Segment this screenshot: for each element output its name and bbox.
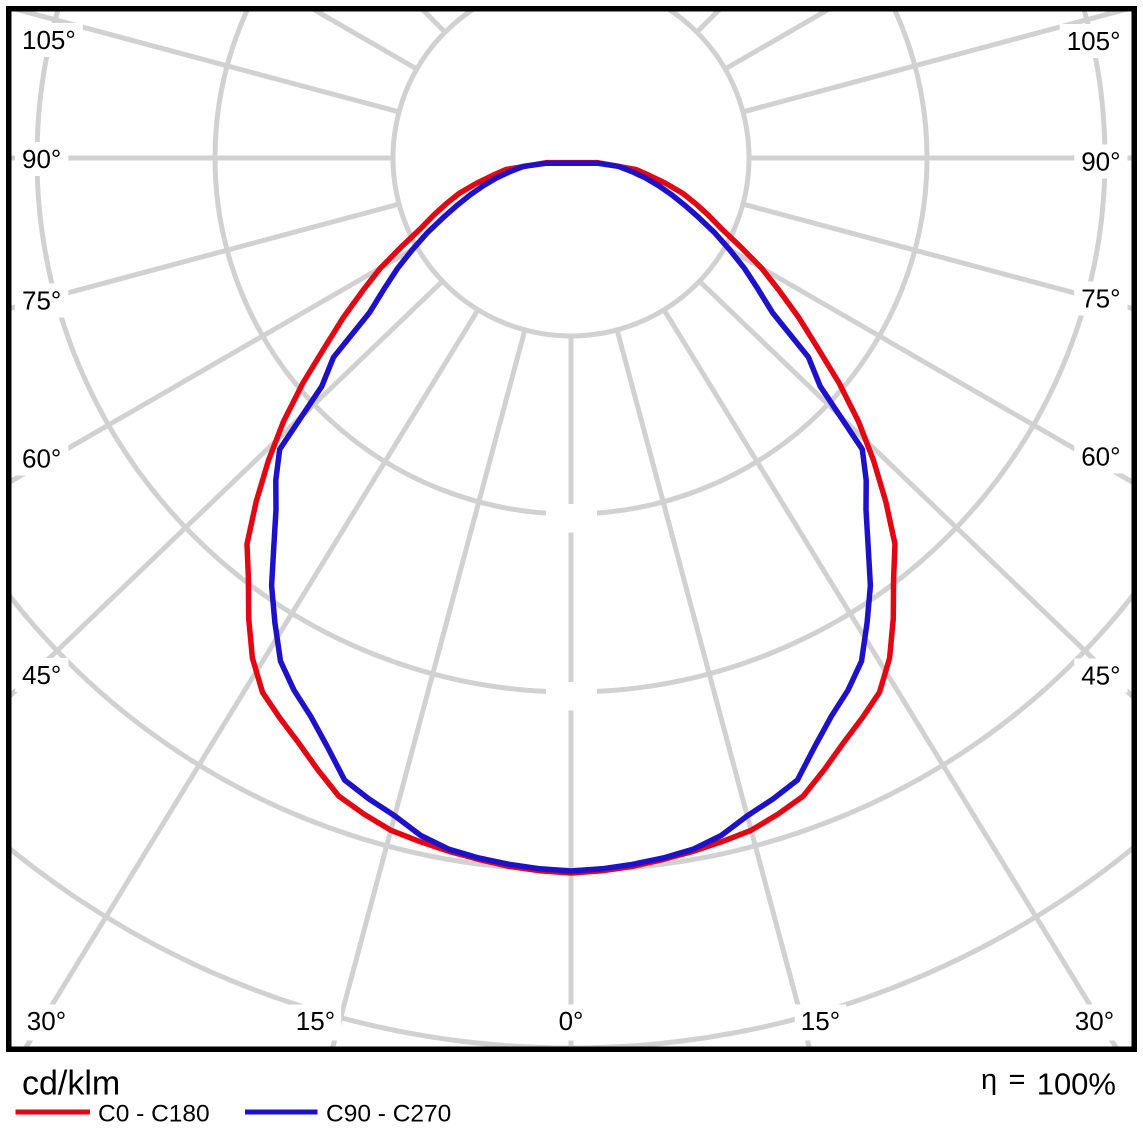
svg-text:45°: 45° bbox=[22, 660, 61, 690]
svg-text:105°: 105° bbox=[22, 25, 76, 55]
svg-text:15°: 15° bbox=[801, 1006, 840, 1036]
svg-text:cd/klm: cd/klm bbox=[22, 1065, 120, 1103]
svg-text:90°: 90° bbox=[22, 144, 61, 174]
svg-text:=: = bbox=[1009, 1064, 1026, 1096]
svg-text:75°: 75° bbox=[1081, 284, 1120, 314]
svg-text:η: η bbox=[981, 1064, 997, 1096]
svg-text:60°: 60° bbox=[22, 444, 61, 474]
svg-text:C0 - C180: C0 - C180 bbox=[98, 1101, 210, 1128]
svg-text:75°: 75° bbox=[22, 286, 61, 316]
svg-text:60°: 60° bbox=[1081, 442, 1120, 472]
svg-text:0°: 0° bbox=[559, 1006, 584, 1036]
svg-text:100%: 100% bbox=[1037, 1067, 1116, 1102]
svg-text:30°: 30° bbox=[1075, 1006, 1114, 1036]
svg-text:45°: 45° bbox=[1081, 661, 1120, 691]
svg-text:105°: 105° bbox=[1067, 26, 1121, 56]
svg-text:C90 - C270: C90 - C270 bbox=[326, 1101, 451, 1128]
svg-text:90°: 90° bbox=[1081, 147, 1120, 177]
svg-text:15°: 15° bbox=[296, 1006, 335, 1036]
svg-text:30°: 30° bbox=[27, 1006, 66, 1036]
